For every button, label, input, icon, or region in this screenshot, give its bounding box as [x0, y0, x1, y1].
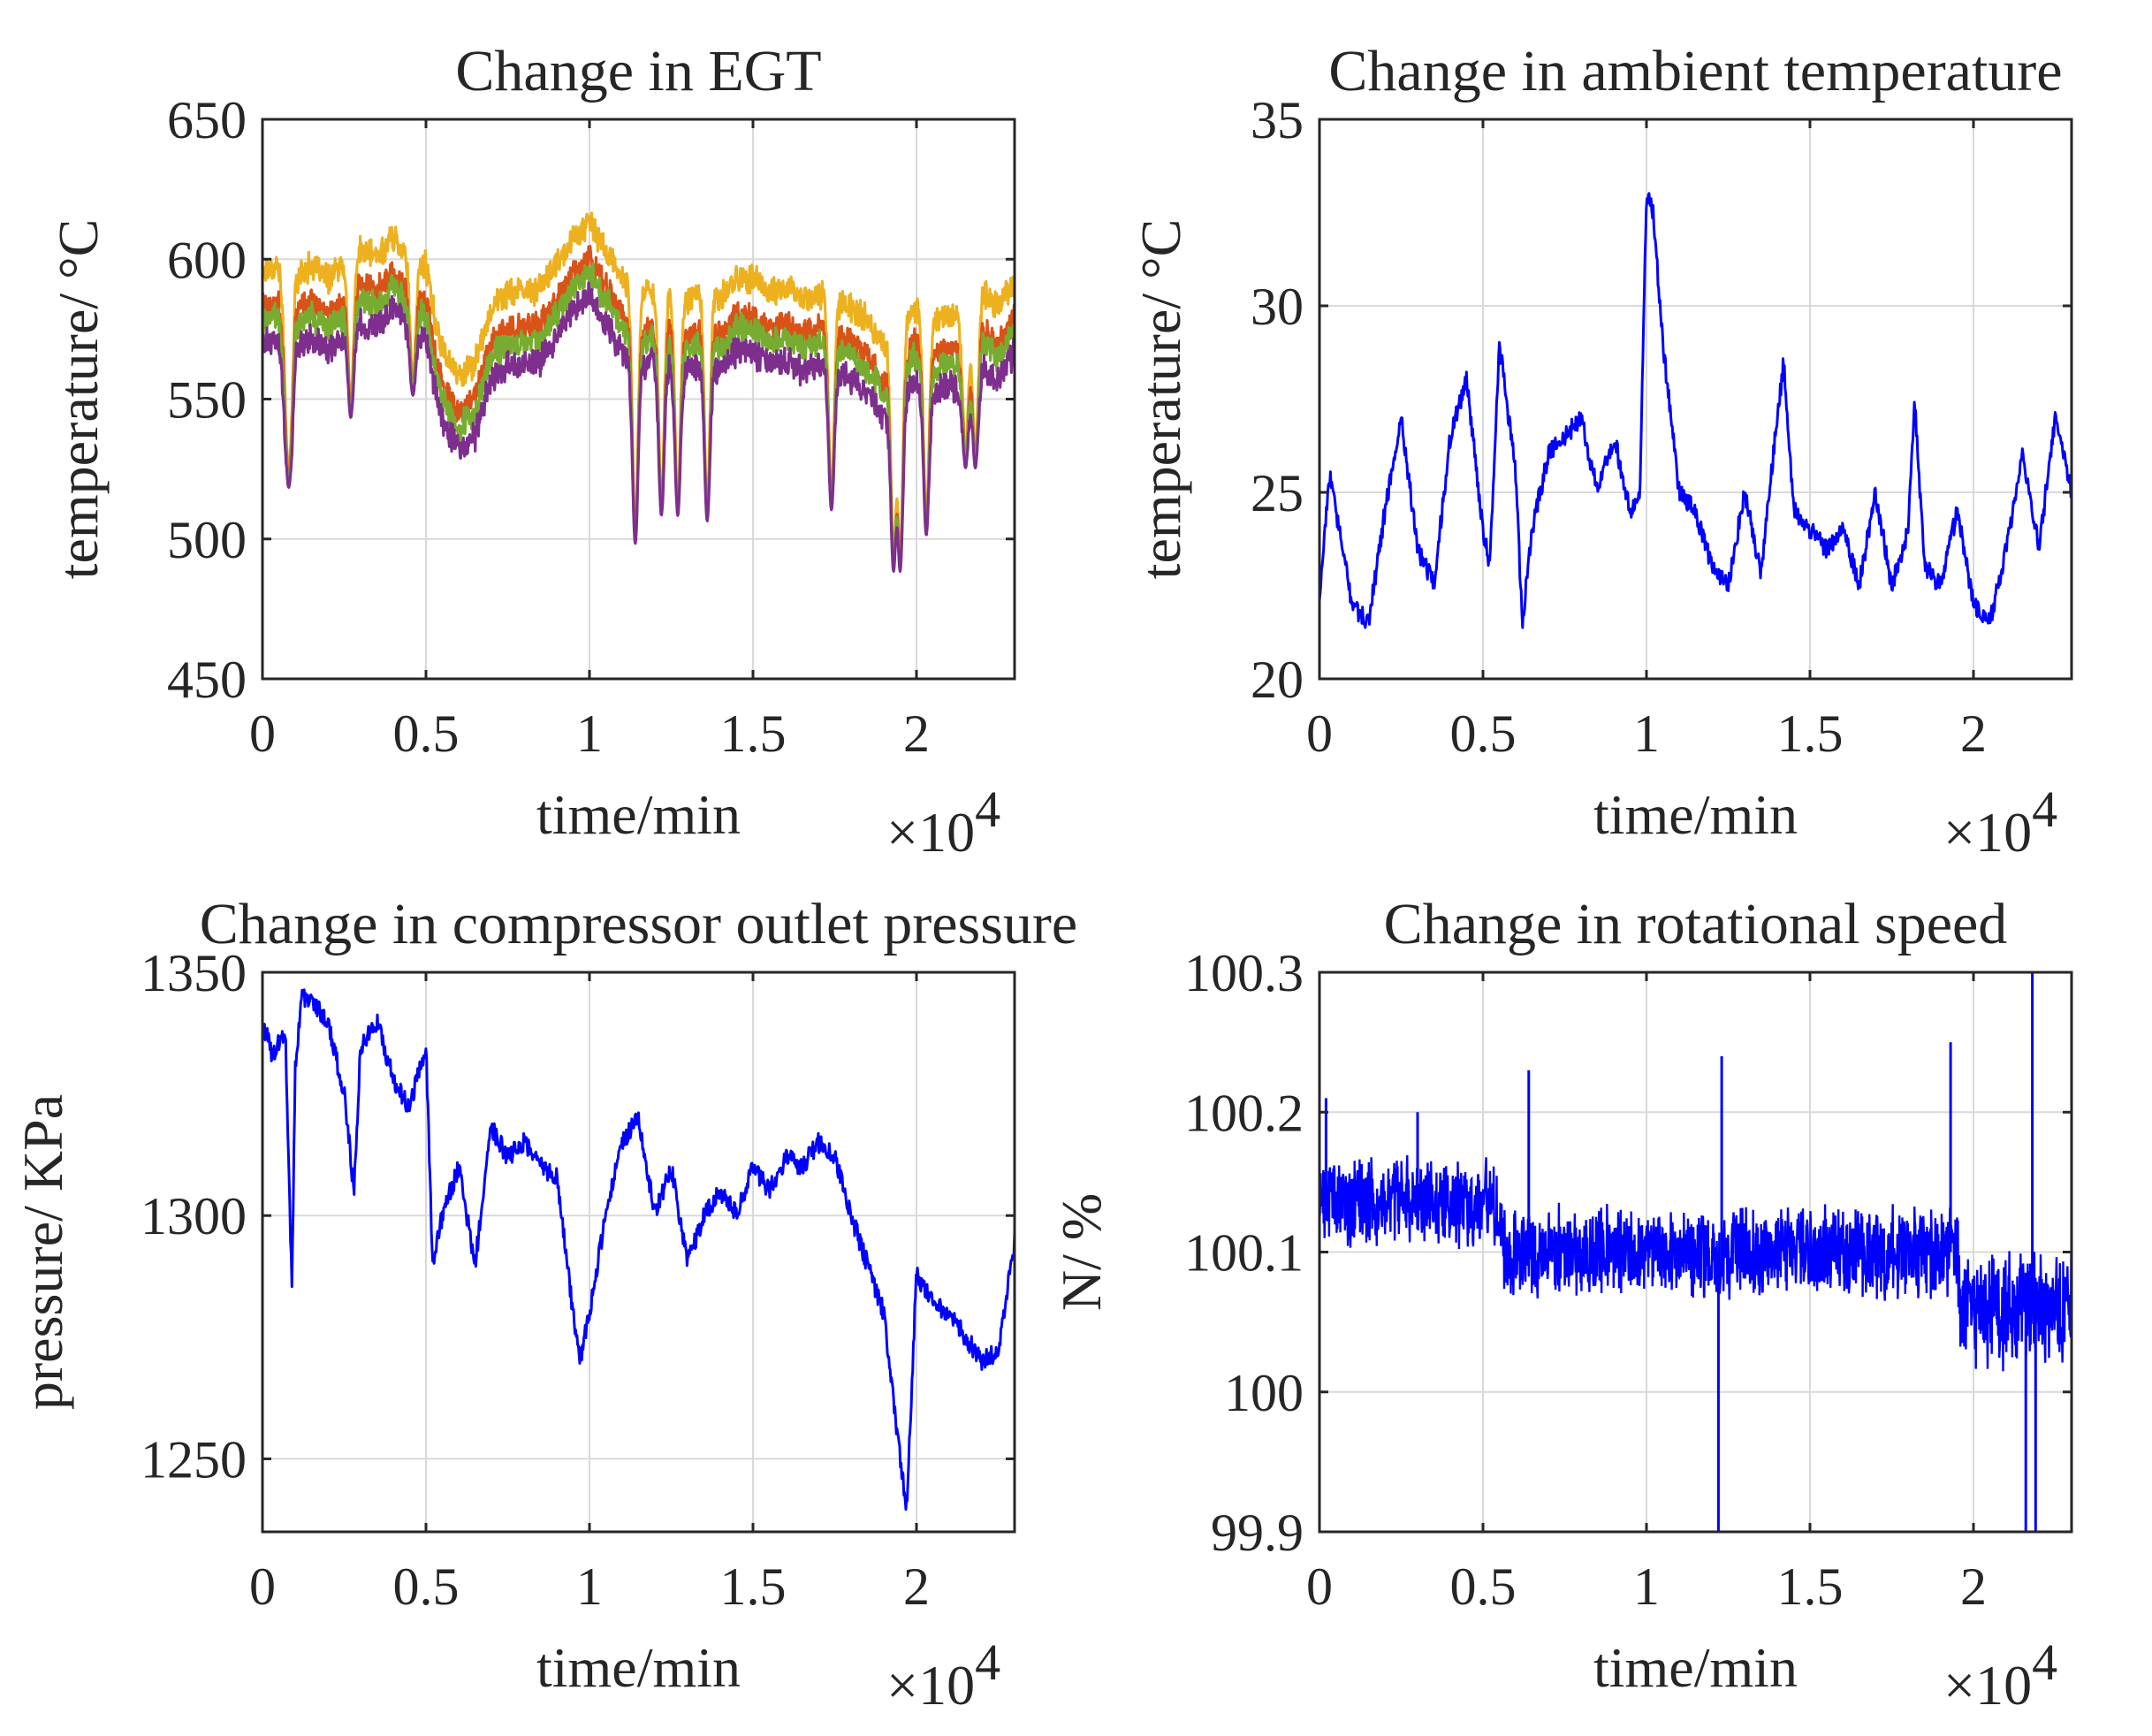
x-tick-label: 0.5 [1450, 1557, 1517, 1616]
chart-title: Change in ambient temperature [1328, 39, 2062, 103]
chart-title: Change in EGT [455, 39, 821, 103]
plot-area [1319, 972, 2072, 1532]
y-tick-label: 500 [167, 511, 247, 569]
y-axis-label: temperature/ °C [1129, 219, 1192, 580]
x-tick-label: 1.5 [720, 704, 787, 763]
x-tick-label: 2 [903, 1557, 930, 1616]
y-tick-label: 1250 [141, 1430, 247, 1489]
y-tick-label: 650 [167, 91, 247, 149]
x-tick-label: 1.5 [720, 1557, 787, 1616]
x-tick-label: 0 [249, 1557, 276, 1616]
y-tick-label: 1300 [141, 1187, 247, 1245]
axes-box [1318, 118, 2073, 681]
chart-panel-1: 0 0.5 1 1.5 2 450 500 550 600 650 Change in EGT tim… [47, 39, 1016, 864]
x-tick-label: 1.5 [1777, 704, 1844, 763]
x-axis-label: time/min [1593, 783, 1798, 846]
y-tick-label: 100.2 [1184, 1084, 1304, 1142]
y-tick-label: 20 [1251, 651, 1304, 709]
x-axis-multiplier: ×104 [1943, 780, 2057, 864]
chart-title: Change in compressor outlet pressure [200, 892, 1077, 956]
y-tick-label: 25 [1251, 464, 1304, 522]
x-tick-label: 1 [576, 1557, 603, 1616]
plot-area [262, 211, 1015, 574]
x-tick-label: 0.5 [1450, 704, 1517, 763]
plot-area [262, 988, 1015, 1511]
chart-panel-4: 0 0.5 1 1.5 2 99.9 100 100.1 100.2 100.3 Change in… [1050, 892, 2073, 1717]
y-tick-label: 450 [167, 651, 247, 709]
plot-area [1319, 192, 2072, 629]
x-tick-label: 0 [1306, 704, 1333, 763]
series-line [1319, 1154, 2072, 1372]
y-axis-label: pressure/ KPa [11, 1094, 74, 1410]
series-line [262, 988, 1015, 1511]
y-tick-label: 100 [1224, 1364, 1304, 1422]
x-tick-label: 1.5 [1777, 1557, 1844, 1616]
y-tick-label: 600 [167, 231, 247, 289]
x-axis-label: time/min [536, 783, 741, 846]
x-tick-label: 2 [903, 704, 930, 763]
x-axis-label: time/min [1593, 1636, 1798, 1699]
x-axis-label: time/min [536, 1636, 741, 1699]
y-tick-label: 550 [167, 371, 247, 430]
y-tick-label: 35 [1251, 91, 1304, 149]
x-tick-label: 0.5 [393, 704, 460, 763]
axes-box [261, 971, 1016, 1534]
x-tick-label: 1 [1633, 704, 1660, 763]
x-tick-label: 1 [576, 704, 603, 763]
x-tick-label: 2 [1960, 1557, 1987, 1616]
chart-panel-2: 0 0.5 1 1.5 2 20 25 30 35 Change in ambient tempe… [1129, 39, 2073, 864]
x-axis-multiplier: ×104 [1943, 1633, 2057, 1717]
series-line-4 [262, 281, 1015, 574]
y-tick-label: 30 [1251, 278, 1304, 336]
x-tick-label: 0 [249, 704, 276, 763]
x-axis-multiplier: ×104 [886, 1633, 1000, 1717]
x-axis-multiplier: ×104 [886, 780, 1000, 864]
series-line [1319, 192, 2072, 629]
x-tick-label: 0.5 [393, 1557, 460, 1616]
chart-title: Change in rotational speed [1384, 892, 2008, 956]
y-axis-label: temperature/ °C [47, 219, 110, 580]
y-tick-label: 100.1 [1184, 1224, 1304, 1283]
x-tick-label: 1 [1633, 1557, 1660, 1616]
y-tick-label: 1350 [141, 944, 247, 1002]
x-tick-label: 2 [1960, 704, 1987, 763]
y-axis-label: N/ % [1050, 1193, 1113, 1311]
y-tick-label: 99.9 [1211, 1504, 1304, 1562]
x-tick-label: 0 [1306, 1557, 1333, 1616]
y-tick-label: 100.3 [1184, 944, 1304, 1002]
